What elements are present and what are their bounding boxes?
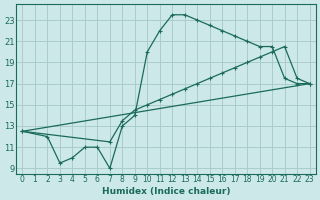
- X-axis label: Humidex (Indice chaleur): Humidex (Indice chaleur): [102, 187, 230, 196]
